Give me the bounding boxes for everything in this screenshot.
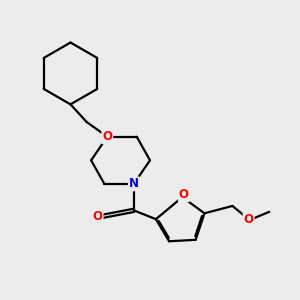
Text: O: O	[93, 210, 103, 223]
Text: O: O	[102, 130, 112, 143]
Text: O: O	[244, 213, 254, 226]
Text: N: N	[129, 177, 139, 190]
Text: O: O	[179, 188, 189, 201]
